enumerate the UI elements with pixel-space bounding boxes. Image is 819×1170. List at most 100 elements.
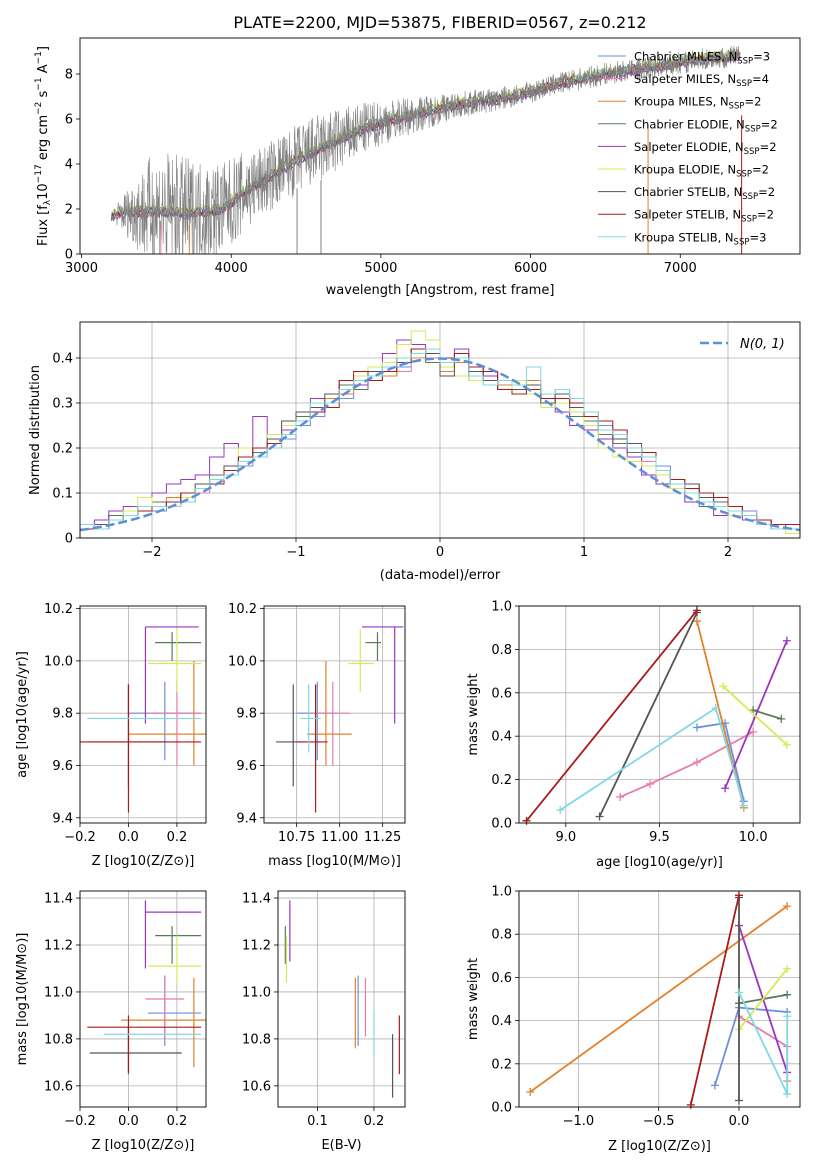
x-tick-label: 10.0 [739, 830, 768, 845]
mass-weight-marker [692, 617, 701, 626]
errorbar-point [365, 632, 381, 661]
y-tick-label: 0 [65, 248, 73, 263]
x-tick-label: 10.75 [278, 830, 315, 845]
x-tick-label: 1 [580, 545, 588, 560]
y-tick-label: 0.8 [491, 643, 512, 658]
x-tick-label: −0.5 [643, 1114, 675, 1129]
frame-mass-vs-Z [79, 890, 207, 1108]
mass-weight-marker [711, 703, 720, 712]
errorbar-point [155, 632, 202, 661]
age-vs-mass-x-label: mass [log10(M/M⊙)] [268, 854, 401, 869]
mass-weight-marker [686, 1100, 695, 1109]
y-tick-label: 0.0 [491, 1101, 512, 1116]
spectrum-x-label: wavelength [Angstrom, rest frame] [326, 283, 555, 298]
axes-age-vs-Z: −0.2 0.0 0.2 9.4 9.6 9.8 10.0 10.2 [44, 602, 206, 845]
y-tick-label: 1.0 [491, 600, 512, 615]
errorbar-point [306, 660, 352, 766]
y-tick-label: 6 [65, 113, 73, 128]
mass-weight-marker [782, 740, 791, 749]
histogram-steps [80, 330, 800, 538]
y-tick-label: 10.8 [242, 1032, 271, 1047]
legend-label: Chabrier STELIB, NSSP=2 [634, 185, 775, 202]
legend-label: Salpeter MILES, NSSP=4 [634, 72, 769, 89]
x-tick-label: 0.1 [307, 1114, 328, 1129]
mass-weight-marker [710, 1081, 719, 1090]
errorbar-point [147, 935, 202, 983]
y-tick-label: 11.4 [242, 892, 271, 907]
x-tick-label: 0.0 [118, 1114, 139, 1129]
mass-weight-marker [646, 779, 655, 788]
x-tick-label: 0.2 [364, 1114, 385, 1129]
y-tick-label: 11.2 [242, 939, 271, 954]
legend-label: Kroupa ELODIE, NSSP=2 [634, 163, 769, 180]
y-tick-label: 0.3 [52, 397, 73, 412]
errorbar-point [147, 975, 202, 1046]
errorbar-point [147, 629, 202, 693]
y-tick-label: 9.6 [52, 759, 73, 774]
age-vs-Z-x-label: Z [log10(Z/Z⊙)] [92, 854, 195, 869]
x-tick-label: −1 [286, 545, 305, 560]
x-tick-label: 2 [724, 545, 732, 560]
legend-label: Kroupa STELIB, NSSP=3 [634, 230, 766, 247]
frame-mass-weight-vs-age [518, 605, 801, 824]
mass-weight-line [738, 992, 789, 1095]
y-tick-label: 9.8 [52, 707, 73, 722]
mass-weight-line [724, 640, 788, 789]
mass-weight-vs-age-y-label: mass weight [466, 673, 481, 755]
data-spectrum-line [111, 45, 741, 254]
mass-weight-marker [749, 727, 758, 736]
frame-mass-vs-ebv [277, 890, 406, 1108]
mass-weight-vs-age-x-label: age [log10(age/yr)] [596, 855, 723, 870]
frame-mass-weight-vs-Z [518, 890, 801, 1108]
axes-mass-vs-Z: −0.2 0.0 0.2 10.6 10.8 11.0 11.2 11.4 [44, 891, 206, 1129]
y-tick-label: 1.0 [491, 885, 512, 900]
y-tick-label: 11.4 [44, 892, 73, 907]
errorbars-mass-vs-Z [87, 900, 206, 1075]
y-tick-label: 9.6 [236, 759, 257, 774]
x-tick-label: −1.0 [563, 1114, 595, 1129]
mass-weight-line [559, 706, 745, 811]
errorbar-point [296, 681, 338, 761]
errorbar-point [128, 681, 202, 761]
legend-label: Salpeter ELODIE, NSSP=2 [634, 140, 777, 157]
legend-label: Salpeter STELIB, NSSP=2 [634, 208, 774, 225]
mass-weight-vs-Z-x-label: Z [log10(Z/Z⊙)] [608, 1139, 711, 1154]
mass-weight-marker [783, 990, 792, 999]
age-vs-Z-y-label: age [log10(age/yr)] [15, 651, 30, 778]
y-tick-label: 10.2 [44, 602, 73, 617]
x-tick-label: −2 [142, 545, 161, 560]
normal-curve [80, 357, 800, 532]
legend-label: Chabrier MILES, NSSP=3 [634, 50, 770, 67]
y-tick-label: 2 [65, 203, 73, 218]
errorbar-point [147, 681, 202, 766]
mass-vs-ebv-x-label: E(B-V) [321, 1138, 361, 1153]
y-tick-label: 0.6 [491, 971, 512, 986]
mass-weight-marker [692, 723, 701, 732]
errorbar-point [87, 1015, 202, 1072]
mass-weight-marker [739, 801, 748, 810]
y-tick-label: 9.4 [52, 811, 73, 826]
mass-weight-marker [782, 636, 791, 645]
mass-weight-marker [719, 682, 728, 691]
y-tick-label: 0.4 [52, 352, 73, 367]
x-tick-label: 0.2 [167, 1114, 188, 1129]
y-tick-label: 10.6 [44, 1079, 73, 1094]
mass-weight-marker [556, 805, 565, 814]
x-tick-label: 0 [436, 545, 444, 560]
y-tick-label: 0.2 [491, 1057, 512, 1072]
y-tick-label: 10.6 [242, 1079, 271, 1094]
x-tick-label: 4000 [215, 261, 248, 276]
mass-weight-line [598, 612, 698, 817]
axes-mass-vs-ebv: 0.1 0.2 10.6 10.8 11.0 11.2 11.4 [242, 891, 405, 1129]
legend-label: Chabrier ELODIE, NSSP=2 [634, 117, 778, 134]
x-tick-label: −0.2 [64, 1114, 96, 1129]
mass-weight-line [525, 609, 698, 822]
y-tick-label: 0.2 [52, 442, 73, 457]
mass-weight-marker [783, 1090, 792, 1099]
axes-age-vs-mass: 10.75 11.00 11.25 9.4 9.6 9.8 10.0 10.2 [228, 602, 405, 845]
histogram-legend: N(0, 1) [700, 337, 785, 352]
legend-label: Kroupa MILES, NSSP=2 [634, 95, 761, 112]
axes-mass-weight-vs-Z: −1.0 −0.5 0.0 0.0 0.2 0.4 0.6 0.8 1.0 [491, 885, 800, 1129]
spectrum-y-label: Flux [fλ​10−17​ erg cm−2​ s−1​ A−1​] [34, 46, 53, 246]
mass-weight-marker [595, 812, 604, 821]
